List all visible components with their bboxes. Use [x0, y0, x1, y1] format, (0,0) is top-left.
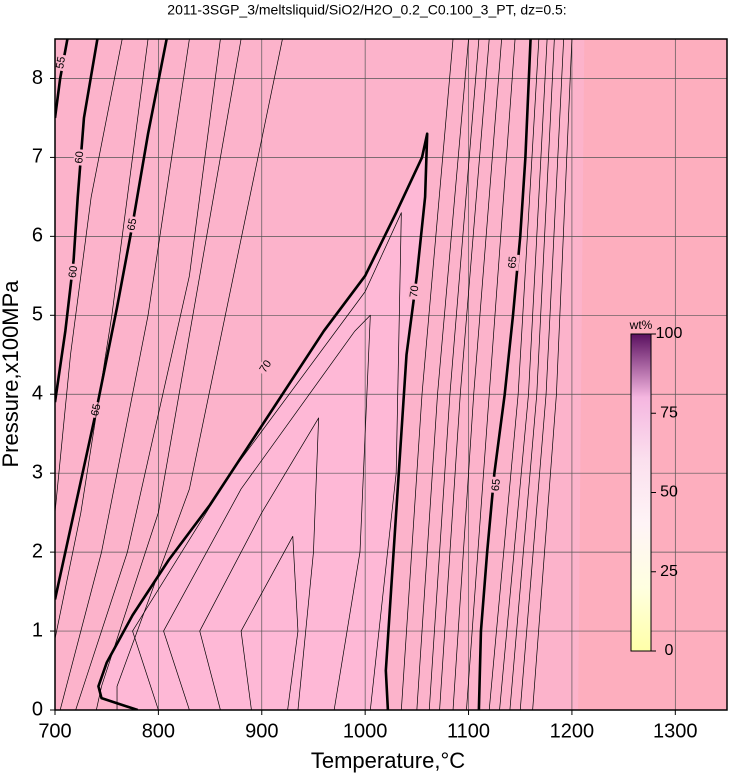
y-tick-label: 4 — [32, 383, 43, 405]
contour-minor — [488, 39, 540, 710]
contour-label: 65 — [506, 253, 520, 271]
contour-minor — [428, 39, 480, 710]
region — [98, 133, 428, 710]
contour-minor — [163, 314, 371, 710]
contour-minor — [400, 39, 454, 710]
contour-minor — [499, 39, 548, 710]
contour-label-text: 70 — [408, 285, 421, 299]
region — [578, 39, 727, 710]
contour-major — [55, 39, 99, 403]
contour-label-text: 65 — [490, 478, 503, 491]
contour-label: 70 — [407, 282, 422, 301]
y-axis-label: Pressure,x100MPa — [0, 280, 23, 468]
contour-label-text: 55 — [54, 56, 68, 70]
contour-label-text: 60 — [73, 151, 86, 164]
contour-label-bg — [407, 282, 422, 301]
contour-label-text: 65 — [506, 256, 519, 269]
contour-minor — [55, 39, 149, 640]
x-tick-label: 1000 — [343, 720, 388, 742]
x-tick-label: 900 — [245, 720, 278, 742]
contour-minor — [452, 39, 502, 710]
contour-label-bg — [125, 215, 140, 234]
contour-minor — [509, 39, 555, 710]
contour-minor — [96, 39, 242, 710]
contour-label-text: 65 — [125, 217, 139, 231]
contour-minor — [519, 39, 565, 710]
y-tick-label: 5 — [32, 304, 43, 326]
chart-title: 2011-3SGP_3/meltsliquid/SiO2/H2O_0.2_C0.… — [167, 2, 566, 18]
contour-label-text: 60 — [67, 265, 80, 279]
contour-minor — [116, 39, 283, 710]
x-tick-label: 800 — [142, 720, 175, 742]
colorbar-label: wt% — [629, 318, 653, 332]
contour-major — [477, 39, 532, 710]
contour-label: 65 — [125, 215, 140, 234]
contour-minor — [416, 39, 469, 710]
colorbar-tick-label: 50 — [660, 484, 678, 501]
y-tick-label: 6 — [32, 225, 43, 247]
contour-major — [97, 132, 429, 710]
colorbar-tick-label: 25 — [660, 563, 678, 580]
y-tick-label: 3 — [32, 461, 43, 483]
contour-major — [55, 39, 168, 600]
x-tick-label: 1300 — [653, 720, 698, 742]
x-axis-label: Temperature,°C — [311, 748, 465, 773]
plot-area: 70 70 65 65 60 60 65 65 55 — [54, 39, 727, 710]
contour-minor — [439, 39, 490, 710]
contour-label: 65 — [489, 476, 504, 494]
contour-minor — [199, 417, 319, 710]
contour-minor — [55, 39, 123, 513]
contour-minor — [466, 39, 516, 710]
contour-label-bg — [55, 53, 69, 72]
contour-minor — [240, 535, 299, 710]
y-tick-label: 2 — [32, 540, 43, 562]
contour-label: 55 — [54, 53, 69, 72]
contour-label-text: 70 — [257, 358, 274, 375]
contour-label: 60 — [73, 148, 87, 166]
contour-minor — [75, 39, 221, 710]
colorbar-tick-label: 0 — [665, 642, 674, 659]
x-tick-label: 1100 — [447, 720, 490, 742]
x-tick-label: 700 — [38, 720, 71, 742]
colorbar — [630, 333, 652, 652]
contour-minor — [132, 212, 402, 710]
contour-label-bg — [88, 400, 104, 420]
contour-label-bg — [506, 253, 520, 271]
y-tick-label: 0 — [32, 698, 43, 720]
contour-label-text: 65 — [89, 403, 103, 418]
contour-label: 70 — [256, 356, 276, 377]
y-tick-label: 1 — [32, 619, 43, 641]
x-tick-label: 1200 — [550, 720, 595, 742]
contour-major — [55, 39, 69, 119]
contour-label-bg — [73, 148, 87, 166]
contour-label-bg — [256, 356, 276, 377]
contour-minor — [59, 39, 190, 710]
contour-minor — [532, 39, 573, 710]
contour-label-bg — [66, 263, 81, 281]
contour-label-bg — [489, 476, 504, 494]
colorbar-tick-label: 100 — [656, 325, 683, 342]
y-tick-label: 8 — [32, 67, 43, 89]
y-tick-label: 7 — [32, 146, 43, 168]
contour-label: 65 — [88, 400, 104, 420]
plot-frame — [54, 38, 728, 711]
colorbar-tick-label: 75 — [660, 404, 678, 421]
contour-label: 60 — [66, 263, 81, 281]
